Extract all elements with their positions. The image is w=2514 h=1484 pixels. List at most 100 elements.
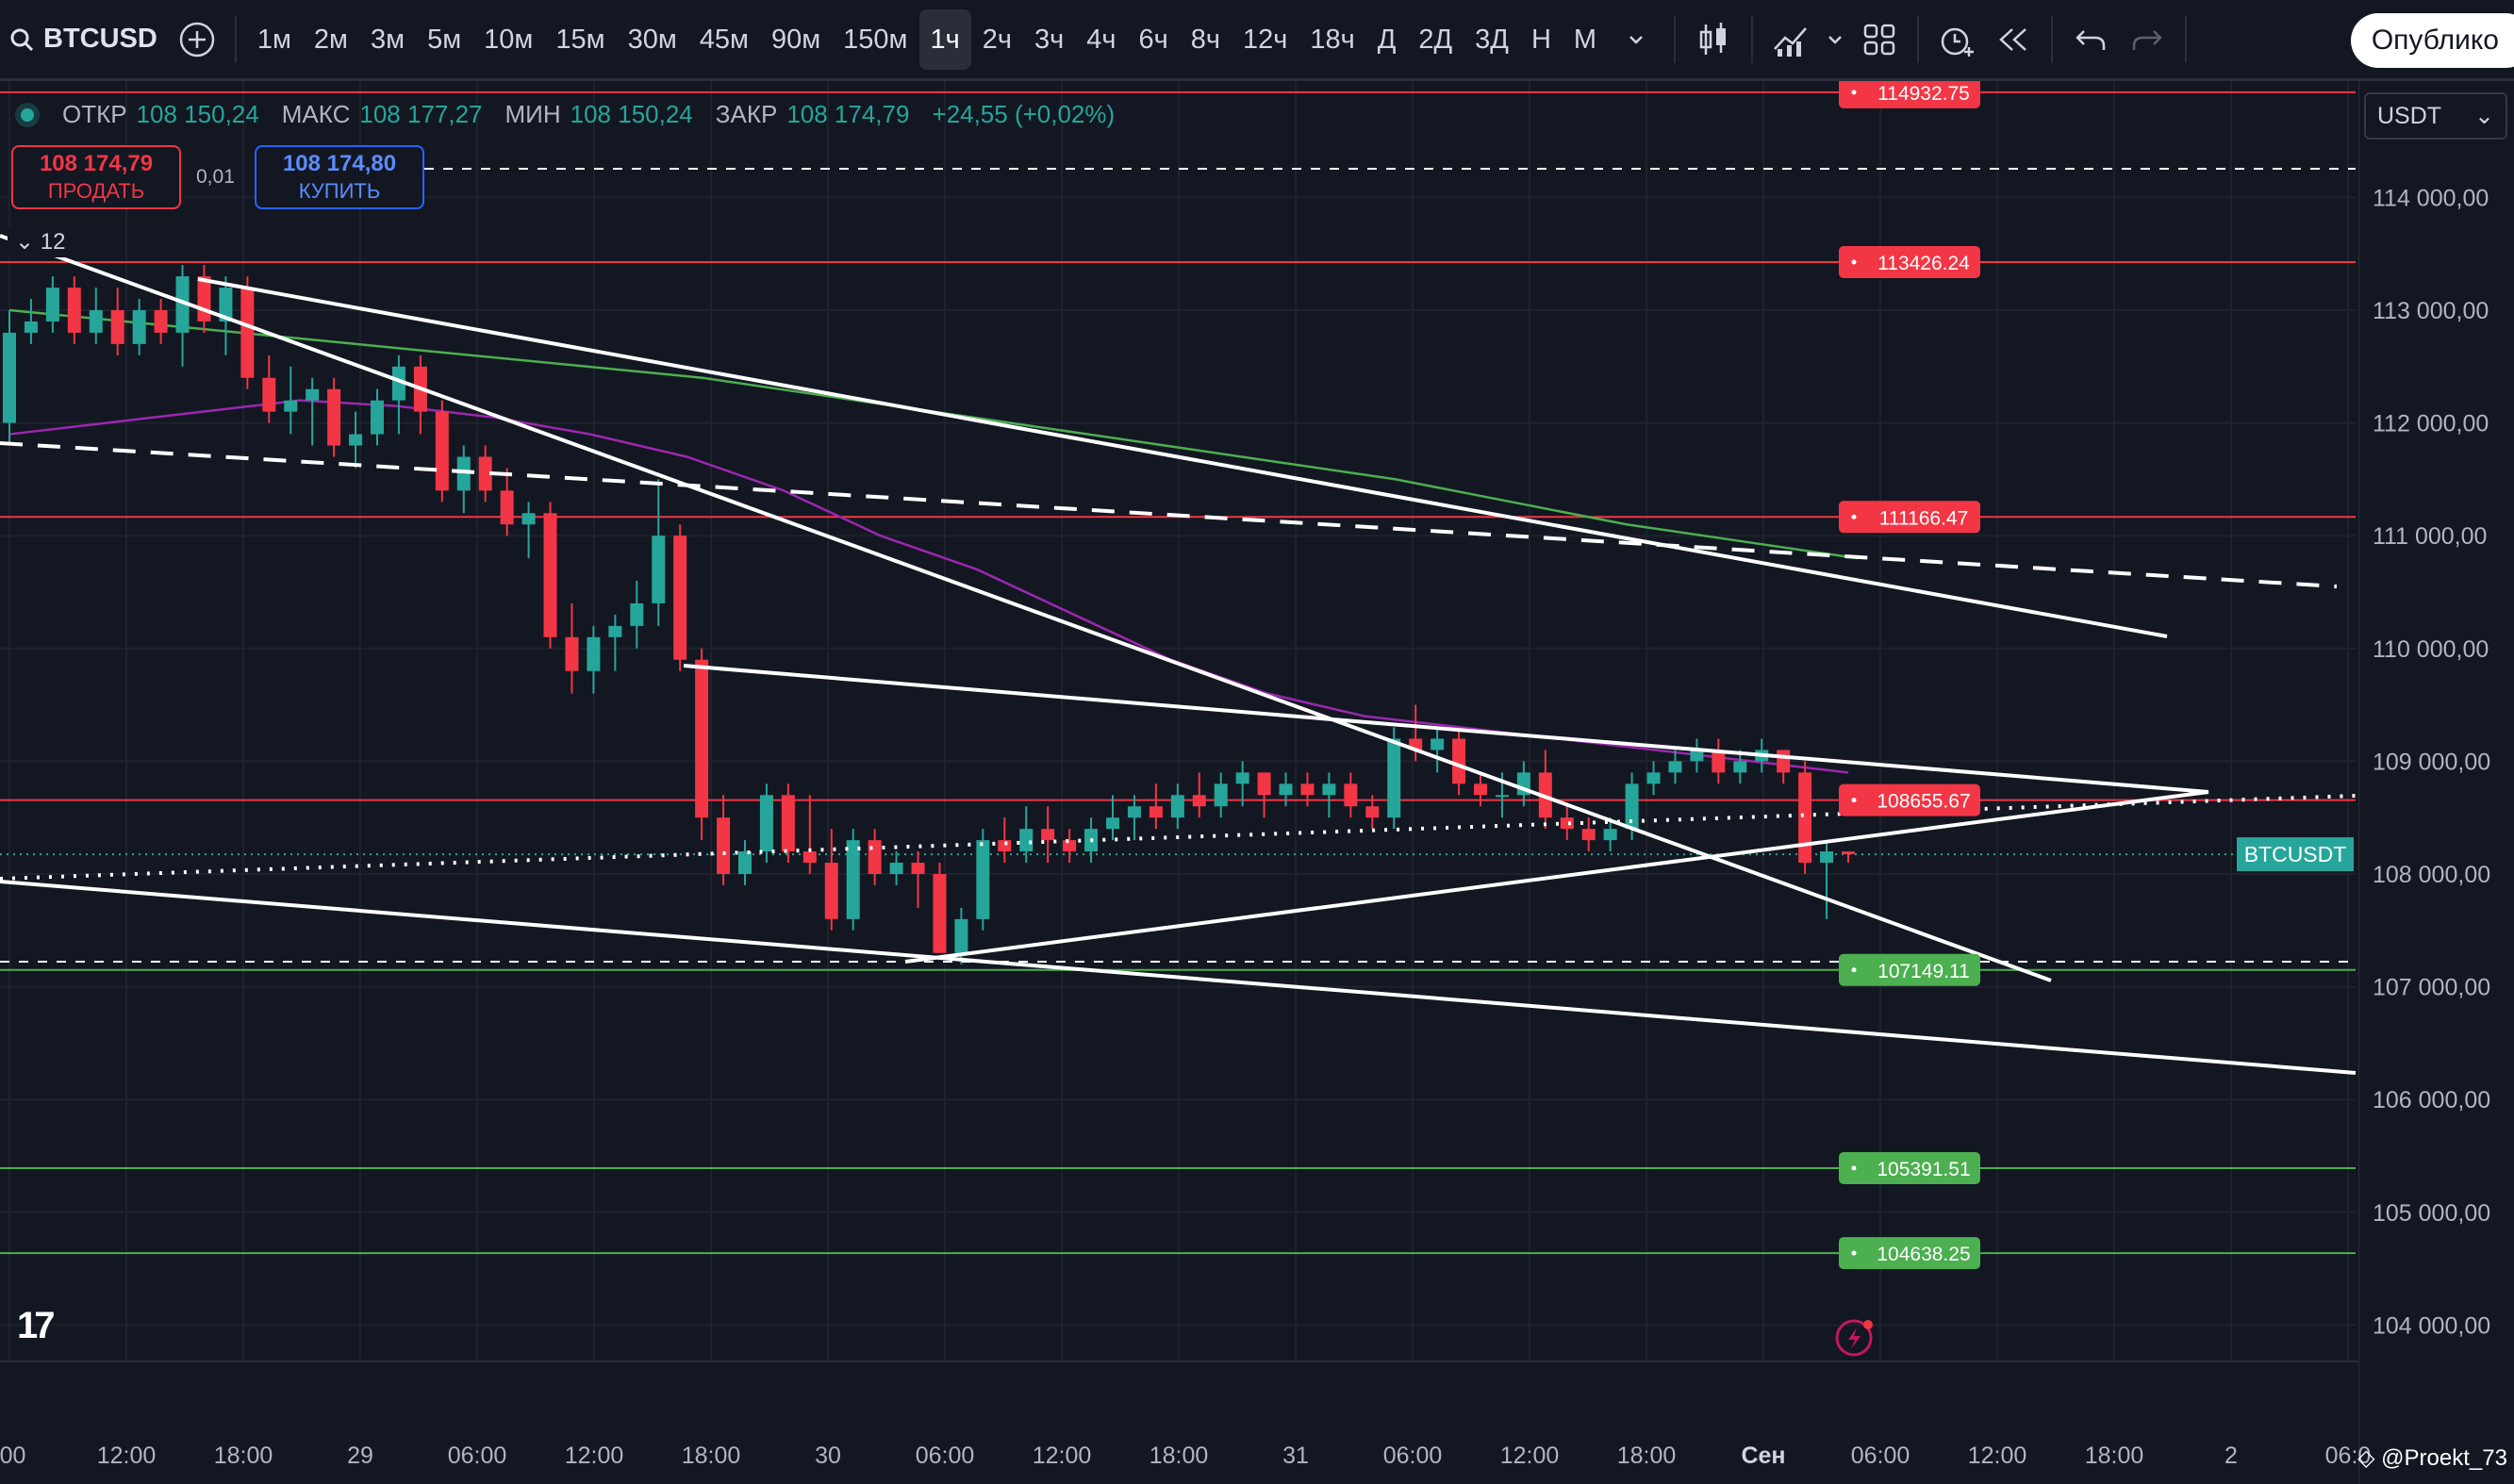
interval-14[interactable]: 6ч [1138, 24, 1168, 55]
x-tick-label: 2 [2225, 1443, 2238, 1469]
interval-20[interactable]: 3Д [1475, 24, 1509, 55]
candle-body [1149, 806, 1163, 818]
x-tick-label: 18:00 [682, 1443, 741, 1469]
interval-12[interactable]: 3ч [1034, 24, 1065, 55]
candle-body [1431, 738, 1445, 750]
interval-11[interactable]: 2ч [982, 24, 1012, 55]
interval-4[interactable]: 10м [484, 24, 534, 55]
lightning-icon [1835, 1319, 1873, 1357]
interval-9[interactable]: 150м [843, 24, 908, 55]
candle-body [219, 288, 233, 322]
order-quantity[interactable]: 0,01 [196, 166, 235, 188]
symbol-name: BTCUSD [43, 24, 157, 54]
compare-add-button[interactable] [169, 9, 225, 70]
visibility-dot-icon[interactable] [21, 107, 34, 122]
x-tick-label: 18:00 [214, 1443, 273, 1469]
candle-body [1798, 772, 1812, 864]
candle-body [824, 863, 838, 919]
x-tick-label: 18:00 [1617, 1443, 1677, 1469]
level-tag-label: 107149.11 [1877, 961, 1970, 982]
chevron-down-icon [1629, 35, 1643, 44]
interval-7[interactable]: 45м [699, 24, 749, 55]
candle-body [3, 332, 16, 423]
toolbar-separator [1751, 15, 1754, 63]
candle-body [197, 276, 211, 322]
candle-body [456, 456, 471, 491]
diamond-icon: ◇ [2357, 1445, 2375, 1471]
interval-5[interactable]: 15м [555, 24, 605, 55]
layout-button[interactable] [1851, 9, 1908, 70]
close-value: 108 174,79 [786, 100, 910, 128]
candle-body [284, 400, 298, 412]
interval-6[interactable]: 30м [627, 24, 677, 55]
chart-type-button[interactable] [1685, 9, 1742, 70]
interval-0[interactable]: 1м [256, 24, 291, 55]
candle-body [1625, 783, 1639, 830]
indicators-dropdown[interactable] [1819, 9, 1851, 70]
undo-button[interactable] [2062, 9, 2119, 70]
interval-18[interactable]: Д [1377, 24, 1397, 55]
currency-select[interactable]: USDT ⌄ [2364, 92, 2507, 140]
y-tick-label: 106 000,00 [2373, 1087, 2490, 1113]
candle-body [349, 434, 363, 446]
interval-13[interactable]: 4ч [1086, 24, 1116, 55]
replay-button[interactable] [1985, 9, 2042, 70]
interval-dropdown[interactable] [1608, 9, 1664, 70]
indicators-button[interactable] [1762, 9, 1819, 70]
candle-body [652, 536, 666, 603]
candle-body [1581, 829, 1596, 841]
interval-15[interactable]: 8ч [1190, 24, 1220, 55]
candle-body [262, 377, 276, 412]
interval-8[interactable]: 90м [770, 24, 821, 55]
interval-2[interactable]: 3м [371, 24, 405, 55]
search-icon [10, 28, 34, 51]
interval-22[interactable]: М [1573, 24, 1597, 55]
redo-button[interactable] [2119, 9, 2175, 70]
y-tick-label: 109 000,00 [2373, 749, 2490, 775]
candle-body [543, 513, 557, 637]
interval-17[interactable]: 18ч [1310, 24, 1355, 55]
candle-body [1235, 772, 1249, 784]
candle-body [911, 863, 925, 874]
candle-body [868, 840, 882, 874]
candle-body [933, 874, 947, 953]
interval-21[interactable]: Н [1530, 24, 1551, 55]
level-tag-dot [1851, 90, 1857, 95]
candle-body [435, 411, 449, 491]
indicators-collapse-toggle[interactable]: ⌄ 12 [8, 226, 74, 257]
level-tag [1839, 501, 1980, 534]
sell-button[interactable]: 108 174,79 ПРОДАТЬ [11, 145, 181, 209]
x-tick-label: 31 [1282, 1443, 1309, 1469]
interval-3[interactable]: 5м [427, 24, 462, 55]
symbol-search[interactable]: BTCUSD [0, 24, 169, 55]
candle-body [1300, 783, 1315, 796]
candle-body [1063, 840, 1077, 852]
candle-body [371, 400, 384, 435]
change-value: +24,55 (+0,02%) [932, 100, 1116, 128]
interval-1[interactable]: 2м [313, 24, 348, 55]
interval-19[interactable]: 2Д [1418, 24, 1453, 55]
top-toolbar: BTCUSD 1м 2м 3м 5м 10м 15м 30м 45м 90м 150м 1ч 2ч 3ч… [0, 0, 2514, 81]
candle-body [306, 388, 320, 401]
publish-button[interactable]: Опублико [2350, 13, 2514, 68]
candle-body [1106, 817, 1119, 830]
interval-10[interactable]: 1ч [918, 8, 971, 70]
candles-icon [1699, 22, 1727, 55]
alert-button[interactable] [1928, 9, 1985, 70]
x-tick-label: 12:00 [97, 1443, 157, 1469]
interval-16[interactable]: 12ч [1243, 24, 1288, 55]
candle-body [1495, 795, 1509, 798]
candle-body [1344, 783, 1358, 807]
candle-body [478, 456, 492, 491]
candle-body [1322, 783, 1336, 796]
buy-button[interactable]: 108 174,80 КУПИТЬ [255, 145, 424, 209]
candle-body [391, 366, 405, 401]
candle-body [587, 636, 601, 671]
candle-body [1777, 750, 1791, 773]
close-label: ЗАКР [715, 100, 778, 128]
trendline-upper-channel [197, 277, 2168, 638]
axes: 114 000,00 113 000,00 112 000,00 111 000,00… [0, 81, 2514, 1484]
chevron-down-icon [1828, 35, 1842, 44]
level-tag [1839, 783, 1980, 816]
